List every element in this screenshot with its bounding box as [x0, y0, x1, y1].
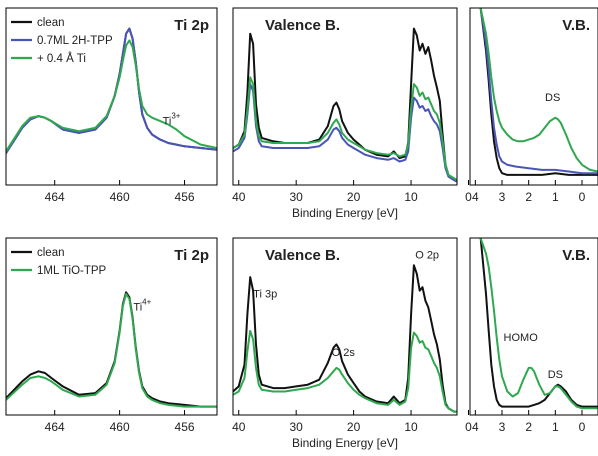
series-group	[233, 27, 457, 183]
x-tick-label: 1	[552, 190, 559, 204]
legend: clean 0.7ML 2H-TPP + 0.4 Å Ti	[11, 17, 113, 65]
series-1ml-tio-tpp-line	[233, 329, 457, 413]
panel-bottom-ti2p: 464 460 456 Ti 2p clean 1ML TiO-TPP Ti4+	[5, 237, 218, 434]
panel-title: Ti 2p	[174, 17, 209, 34]
plot-frame	[5, 7, 218, 186]
series-clean-line	[479, 8, 598, 176]
series-0-7ml-2h-tpp-line	[479, 8, 598, 175]
x-tick-label: 40	[232, 190, 246, 204]
legend-label: clean	[37, 17, 65, 29]
annotation-ti: Ti4+	[133, 298, 151, 314]
x-tick-label: 0	[465, 190, 472, 204]
series-group	[233, 264, 457, 413]
annotation-superscript: 3+	[171, 111, 180, 120]
x-tick-label: 0	[579, 190, 586, 204]
series-group	[479, 238, 598, 410]
series-group	[479, 8, 598, 176]
series-group	[6, 27, 217, 155]
x-tick-label: 30	[289, 420, 303, 434]
annotation-homo: HOMO	[504, 332, 539, 344]
series-0-7ml-2h-tpp-line	[6, 27, 217, 155]
annotation-ds: DS	[545, 92, 560, 104]
series-1ml-tio-tpp-line	[6, 292, 217, 408]
x-tick-label: 4	[472, 420, 479, 434]
series-1ml-tio-tpp-line	[479, 238, 598, 410]
panel-title: Valence B.	[265, 17, 340, 34]
x-tick-label: 20	[347, 190, 361, 204]
legend-label: 1ML TiO-TPP	[37, 265, 107, 277]
panel-top-ti2p: 464 460 456 Ti 2p clean 0.7ML 2H-TPP + 0.4 Å T…	[5, 7, 218, 204]
x-tick-label: 20	[347, 420, 361, 434]
legend-label: + 0.4 Å Ti	[37, 52, 86, 65]
x-tick-label: 3	[499, 190, 506, 204]
x-axis-label: Binding Energy [eV]	[292, 206, 398, 220]
panel-title: V.B.	[562, 247, 590, 264]
x-tick-label: 460	[110, 420, 130, 434]
panel-top-valence: 40 30 20 10 0 Valence B. Binding Energy [eV]	[232, 7, 472, 220]
plot-frame	[5, 237, 218, 416]
panel-title: Ti 2p	[174, 247, 209, 264]
panel-top-vb: 4 3 2 1 0 V.B. DS	[469, 7, 598, 204]
plot-frame	[469, 7, 598, 186]
annotation-o-2s: O 2s	[332, 347, 356, 359]
x-tick-label: 1	[552, 420, 559, 434]
series-clean-line	[233, 27, 457, 183]
panel-bottom-valence: 40 30 20 10 0 Valence B. Binding Energy [eV] Ti…	[232, 237, 472, 450]
series-group	[6, 291, 217, 408]
annotation-ti: Ti3+	[163, 111, 181, 127]
x-tick-label: 40	[232, 420, 246, 434]
legend-label: clean	[37, 247, 65, 259]
series-0-7ml-2h-tpp-line	[233, 83, 457, 183]
x-tick-label: 460	[110, 190, 130, 204]
x-tick-label: 464	[45, 190, 65, 204]
series-clean-line	[6, 291, 217, 408]
annotation-ti-3p: Ti 3p	[253, 288, 277, 300]
x-tick-label: 456	[175, 190, 195, 204]
annotation-superscript: 4+	[142, 298, 151, 307]
x-tick-label: 30	[289, 190, 303, 204]
series-0-4-ti-line	[479, 8, 598, 173]
x-tick-label: 2	[525, 190, 532, 204]
legend-label: 0.7ML 2H-TPP	[37, 35, 113, 47]
x-tick-label: 0	[579, 420, 586, 434]
x-tick-label: 3	[499, 420, 506, 434]
series-0-4-ti-line	[233, 76, 457, 181]
x-tick-label: 0	[465, 420, 472, 434]
x-tick-label: 10	[404, 190, 418, 204]
x-tick-label: 10	[404, 420, 418, 434]
series-clean-line	[6, 27, 217, 155]
panel-title: Valence B.	[265, 247, 340, 264]
x-tick-label: 4	[472, 190, 479, 204]
x-tick-label: 464	[45, 420, 65, 434]
series-0-4-ti-line	[6, 39, 217, 153]
annotation-ds: DS	[548, 369, 563, 381]
panel-bottom-vb: 4 3 2 1 0 V.B. HOMO DS	[469, 237, 598, 434]
plot-frame	[469, 237, 598, 416]
legend: clean 1ML TiO-TPP	[11, 247, 107, 277]
series-clean-line	[233, 264, 457, 413]
plot-frame	[232, 237, 458, 416]
x-axis-label: Binding Energy [eV]	[292, 436, 398, 450]
x-tick-label: 456	[175, 420, 195, 434]
annotation-o-2p: O 2p	[415, 250, 439, 262]
plot-frame	[232, 7, 458, 186]
panel-title: V.B.	[562, 17, 590, 34]
x-tick-label: 2	[525, 420, 532, 434]
